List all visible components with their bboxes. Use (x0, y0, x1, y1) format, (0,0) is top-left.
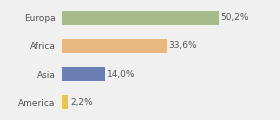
Text: 50,2%: 50,2% (220, 13, 249, 22)
Bar (62, 67, 105, 81)
Bar (62, 39, 167, 53)
Text: 33,6%: 33,6% (168, 41, 197, 50)
Bar (62, 95, 69, 109)
Text: 14,0%: 14,0% (107, 70, 136, 79)
Bar (62, 11, 219, 25)
Text: 2,2%: 2,2% (70, 98, 93, 107)
